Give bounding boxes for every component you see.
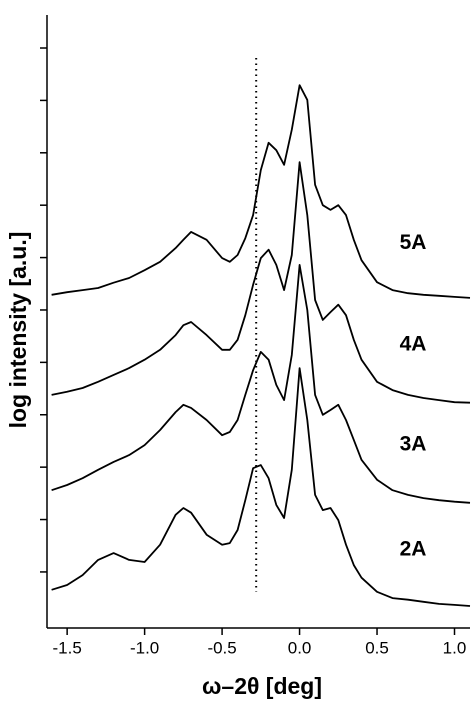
y-axis-label: log intensity [a.u.] xyxy=(5,232,31,429)
x-tick-label: 1.0 xyxy=(443,638,467,657)
x-tick-label: -1.5 xyxy=(52,638,81,657)
series-line xyxy=(51,263,471,504)
series-label: 4A xyxy=(400,332,427,355)
x-tick-label: -1.0 xyxy=(130,638,159,657)
series-line xyxy=(51,84,471,299)
x-axis-label: ω–2θ [deg] xyxy=(202,673,322,699)
series-label: 5A xyxy=(400,231,427,254)
x-tick-label: 0.5 xyxy=(365,638,389,657)
series-line xyxy=(51,367,471,607)
x-tick-label: -0.5 xyxy=(207,638,236,657)
series-line xyxy=(51,161,471,404)
series-label: 3A xyxy=(400,432,427,455)
x-tick-label: 0.0 xyxy=(288,638,312,657)
series-label: 2A xyxy=(400,537,427,560)
